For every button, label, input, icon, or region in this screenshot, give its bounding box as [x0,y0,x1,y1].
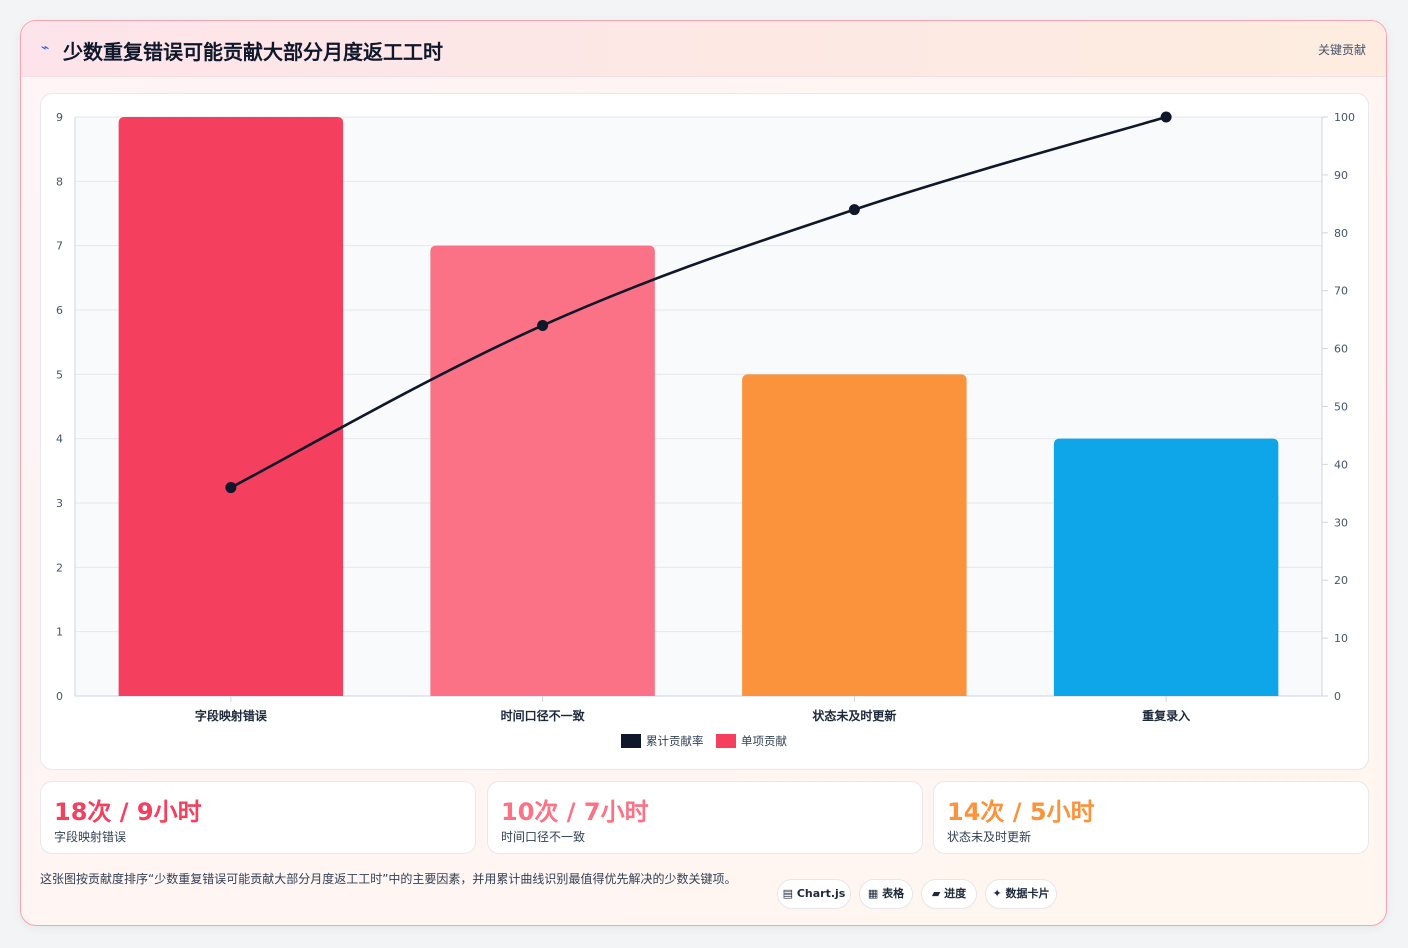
y2-tick-label: 0 [1334,690,1341,703]
y-tick-label: 7 [56,240,63,253]
stat-card-1: 18次 / 9小时 字段映射错误 [40,781,476,854]
x-tick-label: 时间口径不一致 [501,708,586,723]
chart-panel: 0 1 2 3 4 5 6 7 8 9 0 10 20 30 40 50 60 70 80 90 100 字段映射错误 时间… [40,93,1369,770]
legend-swatch-2 [716,734,736,748]
stat-card-3: 14次 / 5小时 状态未及时更新 [933,781,1369,854]
cumulative-point-2 [537,319,549,331]
stat-label: 状态未及时更新 [947,830,1032,844]
stat-label: 字段映射错误 [54,830,127,844]
pill-progress[interactable]: ▰ 进度 [921,879,977,909]
stat-value: 18次 / 9小时 [54,798,202,826]
pill-data-card[interactable]: ✦ 数据卡片 [985,879,1057,909]
x-tick-label: 状态未及时更新 [812,708,896,723]
y2-tick-label: 50 [1334,401,1348,414]
pill-chartjs[interactable]: ▤ Chart.js [777,879,851,909]
y-tick-label: 4 [56,433,63,446]
y2-tick-label: 70 [1334,285,1348,298]
legend-label-1: 累计贡献率 [646,734,704,748]
stat-label: 时间口径不一致 [501,830,586,844]
cumulative-point-3 [848,204,860,216]
cumulative-point-1 [225,482,237,494]
bolt-icon: ⌁ [41,40,50,56]
bar-3 [742,374,967,696]
card-title: 少数重复错误可能贡献大部分月度返工工时 [63,40,443,64]
stat-value: 14次 / 5小时 [947,798,1095,826]
bar-1 [118,117,344,696]
y-tick-label: 6 [56,304,63,317]
y2-tick-label: 10 [1334,632,1348,645]
y2-tick-label: 60 [1334,343,1348,356]
stat-card-2: 10次 / 7小时 时间口径不一致 [487,781,923,854]
y-tick-label: 9 [56,111,63,124]
bar-2 [430,245,655,696]
legend-label-2: 单项贡献 [741,734,787,748]
x-tick-label: 重复录入 [1142,708,1190,723]
cumulative-point-4 [1160,111,1172,123]
y-tick-label: 0 [56,690,63,703]
bar-4 [1053,438,1279,696]
report-card: ⌁ 少数重复错误可能贡献大部分月度返工工时 关键贡献 0 1 2 3 4 5 6 7 8 9 0 10… [20,20,1387,926]
card-header: ⌁ 少数重复错误可能贡献大部分月度返工工时 关键贡献 [21,21,1386,77]
y-tick-label: 5 [56,368,63,381]
header-tag: 关键贡献 [1317,43,1366,57]
footer-note: 这张图按贡献度排序“少数重复错误可能贡献大部分月度返工工时”中的主要因素，并用累… [40,872,737,886]
y2-tick-label: 100 [1334,111,1355,124]
y-tick-label: 1 [56,626,63,639]
y-tick-label: 2 [56,561,63,574]
x-tick-label: 字段映射错误 [195,708,268,723]
pill-table[interactable]: ▦ 表格 [859,879,913,909]
y2-tick-label: 40 [1334,458,1348,471]
y2-tick-label: 80 [1334,227,1348,240]
y2-tick-label: 90 [1334,169,1348,182]
y2-tick-label: 20 [1334,574,1348,587]
stat-value: 10次 / 7小时 [501,798,649,826]
legend-swatch-1 [621,734,641,748]
y-tick-label: 3 [56,497,63,510]
cumulative-line [230,115,1167,489]
y-tick-label: 8 [56,175,63,188]
y2-tick-label: 30 [1334,516,1348,529]
